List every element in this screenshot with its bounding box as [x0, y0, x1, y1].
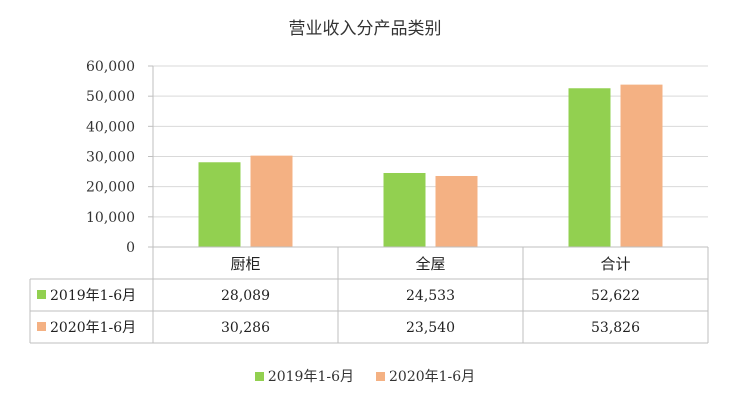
legend-key-2019 — [37, 290, 46, 299]
legend-swatch — [376, 371, 385, 381]
bar-2019-2 — [568, 88, 611, 248]
legend: 2019年1-6月 2020年1-6月 — [0, 366, 730, 386]
legend-item-2019: 2019年1-6月 — [254, 366, 354, 386]
category-label: 合计 — [600, 255, 630, 273]
y-tick-label: 10,000 — [86, 210, 135, 226]
y-tick-label: 30,000 — [86, 150, 135, 166]
bars — [198, 84, 663, 248]
legend-label: 2020年1-6月 — [389, 369, 476, 385]
bar-2020-0 — [250, 155, 293, 247]
chart-title: 营业收入分产品类别 — [288, 19, 442, 39]
data-table: 厨柜 全屋 合计 2019年1-6月 28,089 24,533 52,622 2020年1-… — [29, 246, 709, 344]
row-label: 2020年1-6月 — [50, 320, 136, 336]
y-tick-label: 50,000 — [86, 89, 135, 105]
bar-2019-1 — [383, 172, 426, 247]
y-tick-label: 20,000 — [86, 180, 135, 196]
y-axis: 0 10,000 20,000 30,000 40,000 50,000 60,000 — [86, 59, 154, 256]
y-tick-label: 60,000 — [86, 59, 135, 75]
data-label: 23,540 — [406, 320, 455, 336]
category-label: 厨柜 — [230, 255, 260, 273]
data-label: 53,826 — [591, 320, 640, 336]
legend-swatch — [254, 371, 264, 381]
bar-2019-0 — [198, 162, 241, 247]
legend-item-2020: 2020年1-6月 — [376, 366, 475, 386]
bar-2020-1 — [435, 175, 478, 247]
category-label: 全屋 — [415, 255, 445, 273]
data-label: 30,286 — [221, 320, 270, 336]
bar-2020-2 — [620, 84, 663, 247]
row-label: 2019年1-6月 — [50, 288, 136, 304]
grid-lines — [153, 65, 708, 218]
legend-label: 2019年1-6月 — [267, 369, 354, 385]
legend-key-2020 — [37, 322, 46, 331]
data-label: 28,089 — [221, 288, 270, 304]
y-tick-label: 0 — [126, 240, 135, 256]
data-label: 52,622 — [591, 288, 640, 304]
y-tick-label: 40,000 — [86, 119, 135, 135]
data-label: 24,533 — [406, 288, 455, 304]
